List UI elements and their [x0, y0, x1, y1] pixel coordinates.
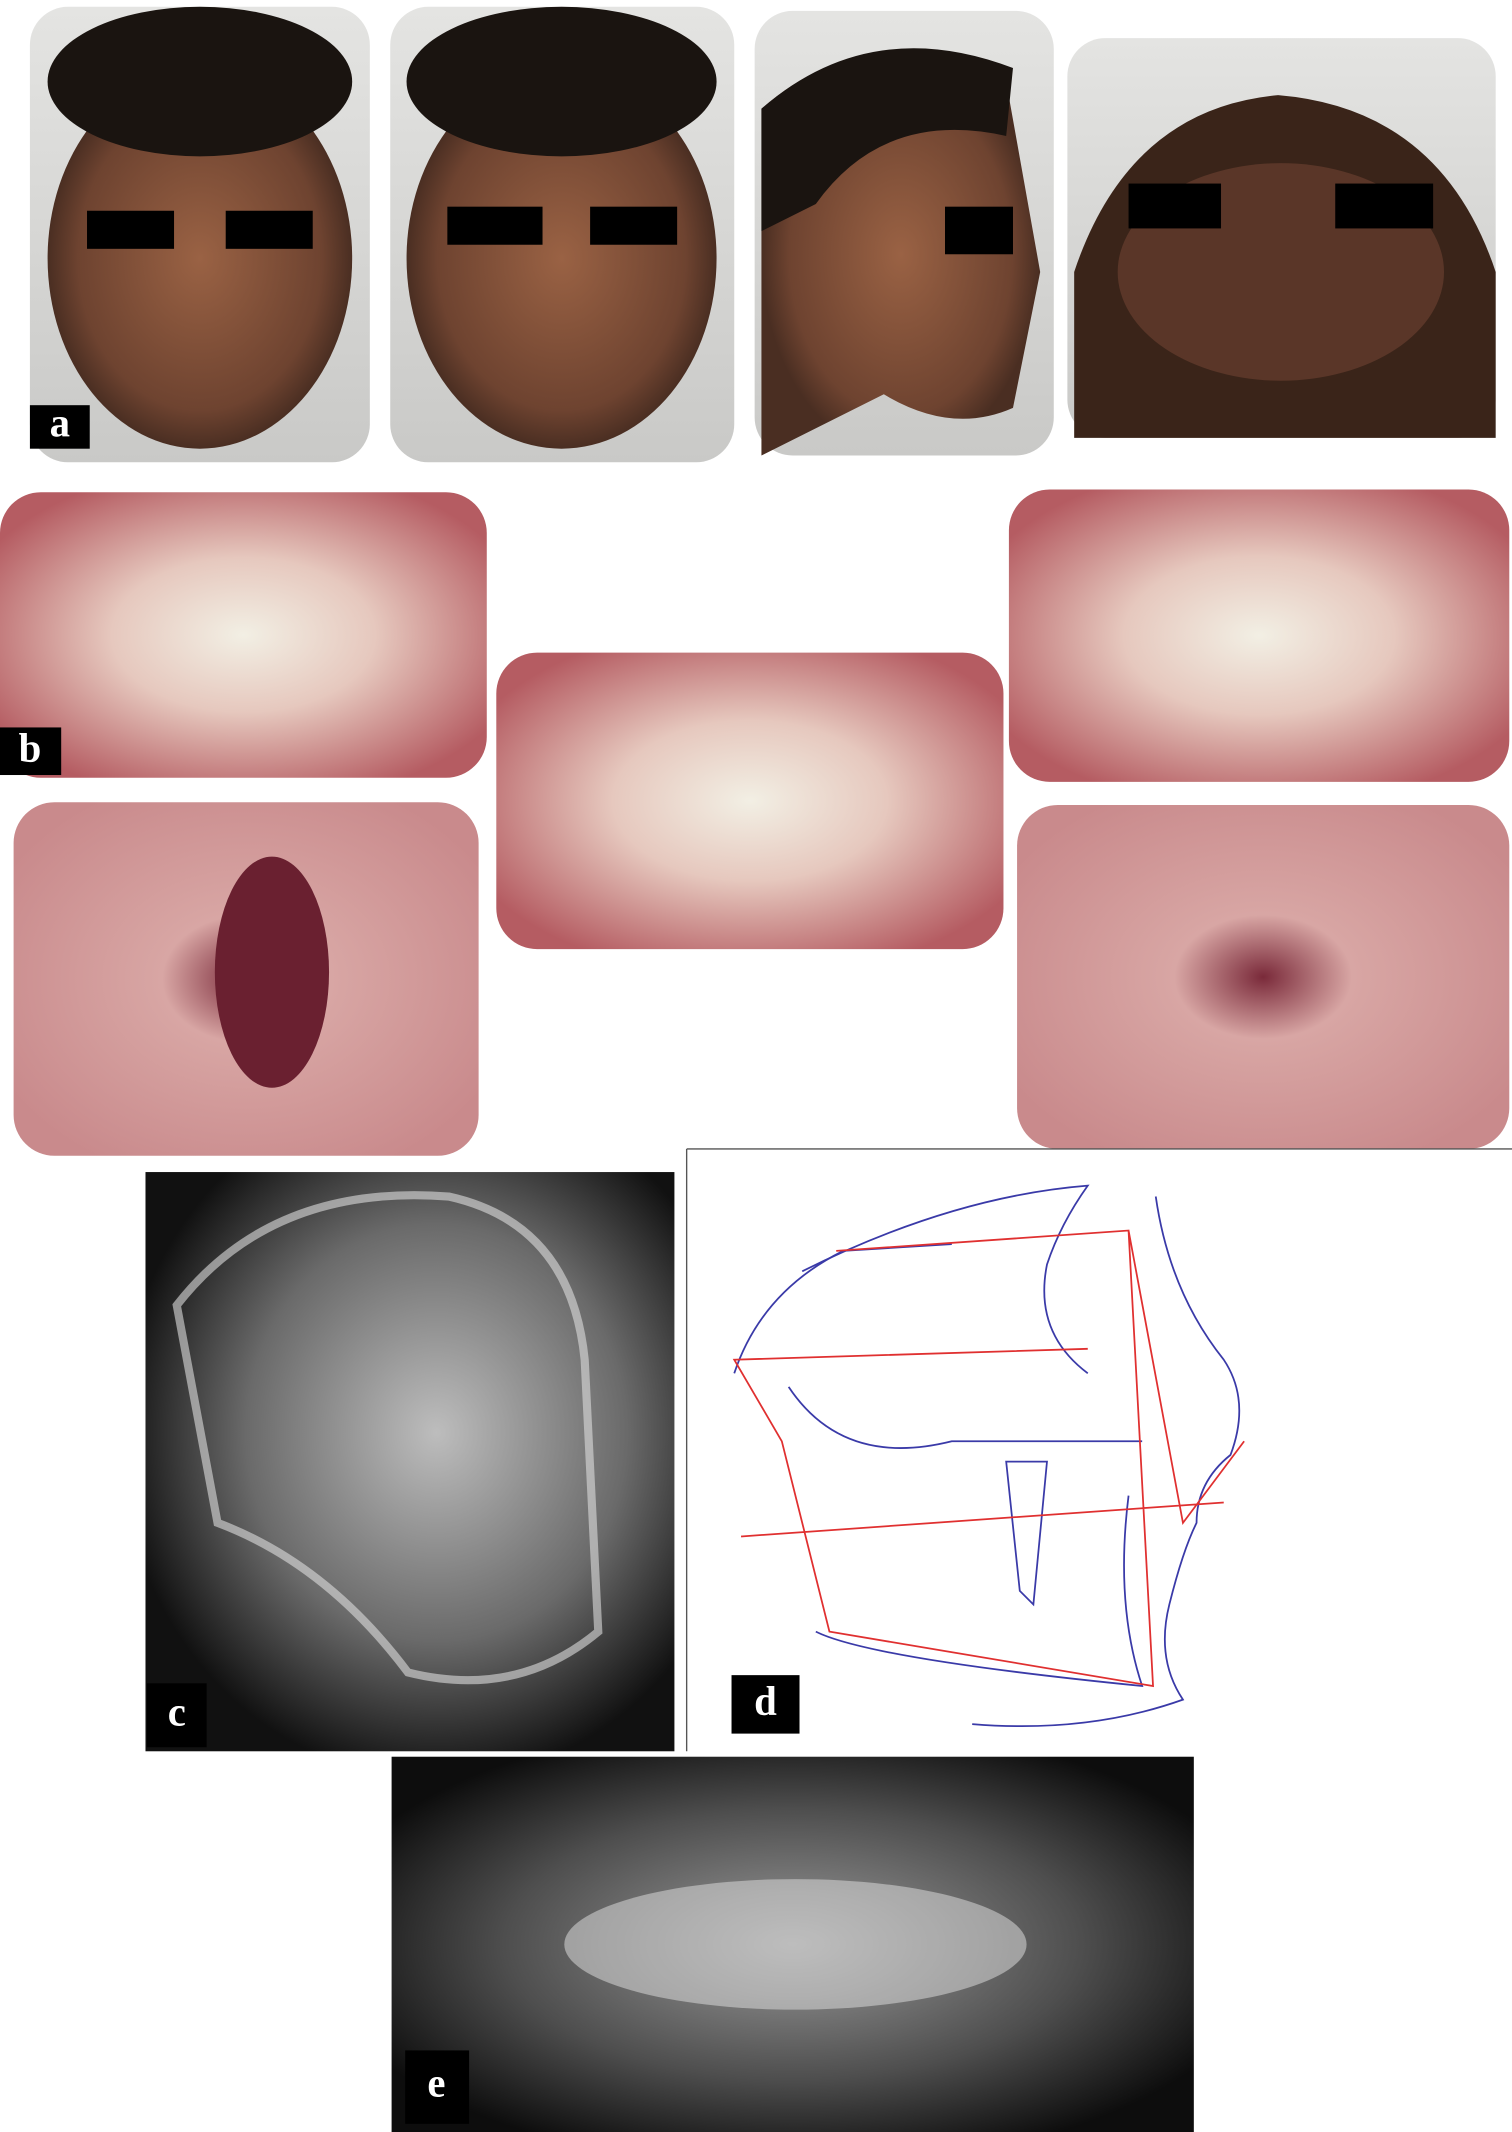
- photo-right-buccal: [0, 492, 487, 778]
- panel-a: a: [29, 6, 1496, 463]
- hair: [406, 6, 717, 157]
- face: [47, 67, 353, 449]
- panel-d: d: [685, 1148, 1512, 1752]
- panel-label: a: [50, 400, 70, 445]
- soft-tissue: [801, 1184, 1241, 1728]
- panel-b: b: [0, 489, 1510, 1156]
- eye-mask: [225, 210, 313, 249]
- label-box: [29, 405, 90, 449]
- panel-label: e: [427, 2060, 445, 2105]
- eye-mask: [590, 206, 678, 245]
- panel-e: e: [391, 1756, 1194, 2132]
- eye-mask: [87, 210, 175, 249]
- photo-left-buccal: [1008, 489, 1510, 782]
- dentition: [564, 1879, 1027, 2010]
- label-box: [146, 1683, 207, 1748]
- eye-mask: [1335, 183, 1434, 229]
- photo-frontal-occlusion: [496, 652, 1004, 950]
- panel-label: b: [19, 725, 42, 770]
- photo-mandibular-occlusal: [1017, 804, 1510, 1149]
- label-box: [405, 2050, 470, 2124]
- cephalometric-lines: [732, 1229, 1245, 1688]
- panel-label: d: [754, 1678, 777, 1723]
- eye-mask: [1128, 183, 1222, 229]
- panel-label: c: [168, 1689, 186, 1734]
- face: [406, 67, 717, 449]
- label-box: [0, 727, 62, 776]
- skull-outline: [172, 1191, 603, 1685]
- eye-mask: [945, 206, 1013, 255]
- eye-mask: [447, 206, 543, 245]
- bone-outline: [733, 1243, 1144, 1688]
- cleft: [214, 856, 330, 1088]
- hair: [761, 48, 1013, 232]
- molar: [1005, 1460, 1048, 1607]
- panel-c: c: [145, 1172, 675, 1752]
- label-box: [731, 1675, 800, 1734]
- hair: [47, 6, 353, 157]
